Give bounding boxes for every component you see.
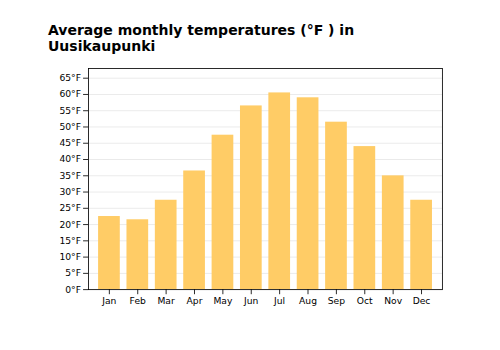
html-text:Average monthly temperatures (: Average monthly temperatures (°F ) in Uu… <box>48 22 355 54</box>
svg-text:Aug: Aug <box>299 295 317 306</box>
svg-text:May: May <box>213 295 233 306</box>
svg-text:10°F: 10°F <box>59 251 81 262</box>
svg-text:Mar: Mar <box>157 295 175 306</box>
svg-text:0°F: 0°F <box>65 284 81 295</box>
svg-text:5°F: 5°F <box>65 267 81 278</box>
svg-text:45°F: 45°F <box>59 137 81 148</box>
svg-text:Jan: Jan <box>101 295 116 306</box>
svg-text:Nov: Nov <box>384 295 402 306</box>
svg-text:50°F: 50°F <box>59 121 81 132</box>
svg-text:Sep: Sep <box>328 295 345 306</box>
svg-text:Dec: Dec <box>413 295 431 306</box>
svg-text:55°F: 55°F <box>59 105 81 116</box>
svg-text:Feb: Feb <box>130 295 146 306</box>
svg-text:Jun: Jun <box>243 295 259 306</box>
svg-text:Apr: Apr <box>187 295 203 306</box>
svg-text:35°F: 35°F <box>59 170 81 181</box>
svg-text:40°F: 40°F <box>59 153 81 164</box>
svg-text:15°F: 15°F <box>59 235 81 246</box>
svg-text:Oct: Oct <box>357 295 373 306</box>
svg-text:65°F: 65°F <box>59 72 81 83</box>
svg-text:30°F: 30°F <box>59 186 81 197</box>
svg-text:20°F: 20°F <box>59 219 81 230</box>
svg-text:60°F: 60°F <box>59 88 81 99</box>
svg-text:Jul: Jul <box>273 295 285 306</box>
svg-text:25°F: 25°F <box>59 202 81 213</box>
